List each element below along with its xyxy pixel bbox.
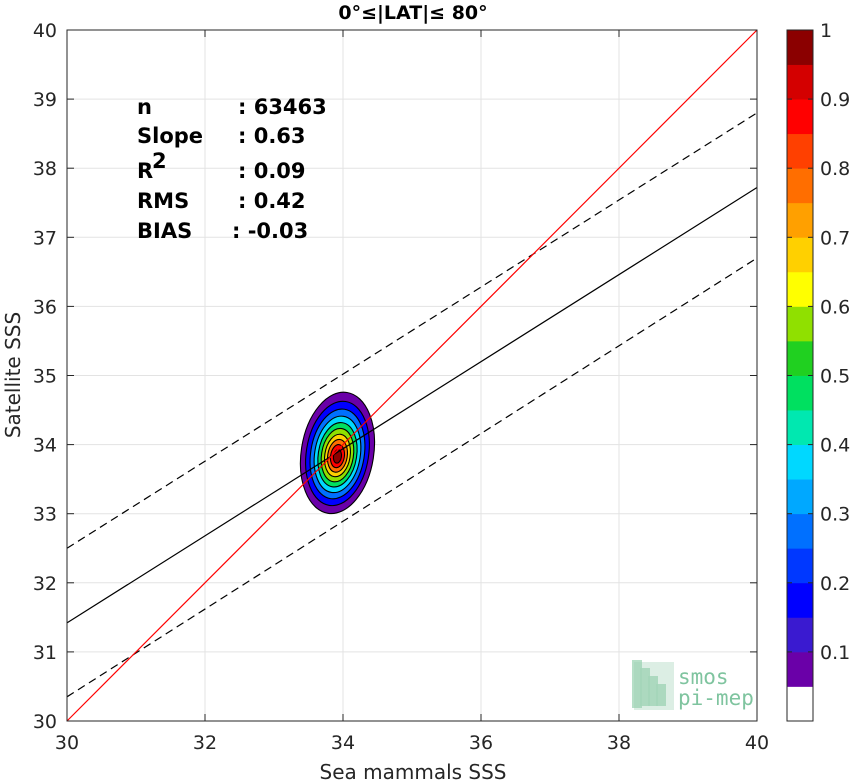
colorbar-segment bbox=[787, 513, 813, 549]
x-axis-label: Sea mammals SSS bbox=[320, 760, 507, 784]
x-tick-label: 30 bbox=[55, 732, 79, 754]
logo-text-line1: smos bbox=[678, 665, 729, 689]
stat-label: R bbox=[137, 159, 153, 183]
colorbar-segment bbox=[787, 444, 813, 480]
stat-label: n bbox=[137, 95, 152, 119]
colorbar-segment bbox=[787, 340, 813, 376]
y-tick-label: 40 bbox=[33, 20, 57, 42]
colorbar-segment bbox=[787, 30, 813, 65]
y-tick-label: 33 bbox=[33, 504, 57, 526]
colorbar: 0.1 0.2 0.3 0.4 0.5 0.6 0.7 0.8 0.9 1 bbox=[786, 20, 850, 722]
y-tick-label: 36 bbox=[33, 296, 57, 318]
colorbar-tick-label: 0.6 bbox=[820, 296, 850, 318]
y-tick-label: 39 bbox=[33, 89, 57, 111]
colorbar-tick-label: 0.3 bbox=[820, 504, 850, 526]
fit-line bbox=[66, 187, 758, 624]
colorbar-segment bbox=[787, 686, 813, 722]
colorbar-segment bbox=[787, 237, 813, 273]
colorbar-segment bbox=[787, 548, 813, 584]
logo-wave-shape bbox=[656, 684, 666, 706]
x-tick-label: 40 bbox=[745, 732, 769, 754]
logo-wave-shape bbox=[632, 660, 642, 708]
y-axis-label: Satellite SSS bbox=[1, 312, 25, 438]
x-tick-label: 36 bbox=[469, 732, 493, 754]
colorbar-segment bbox=[787, 306, 813, 342]
colorbar-tick-label: 0.9 bbox=[820, 89, 850, 111]
stat-label: BIAS bbox=[137, 219, 192, 243]
y-tick-label: 30 bbox=[33, 711, 57, 733]
colorbar-tick-label: 0.5 bbox=[820, 366, 850, 388]
colorbar-segment bbox=[787, 479, 813, 515]
logo-wave-shape bbox=[640, 668, 650, 706]
y-tick-label: 32 bbox=[33, 573, 57, 595]
fit-lower-bound-line bbox=[66, 257, 758, 698]
colorbar-segment bbox=[787, 64, 813, 100]
colorbar-segment bbox=[787, 99, 813, 135]
y-tick-label: 34 bbox=[33, 435, 57, 457]
y-tick-label: 35 bbox=[33, 366, 57, 388]
identity-line bbox=[66, 29, 758, 722]
colorbar-tick-label: 0.2 bbox=[820, 573, 850, 595]
y-tick-label: 37 bbox=[33, 227, 57, 249]
colorbar-segment bbox=[787, 651, 813, 687]
colorbar-tick-label: 1 bbox=[820, 20, 832, 42]
logo-text-line2: pi-mep bbox=[678, 686, 754, 710]
stat-value: : -0.03 bbox=[232, 219, 308, 243]
colorbar-tick-label: 0.4 bbox=[820, 435, 850, 457]
colorbar-tick-label: 0.1 bbox=[820, 642, 850, 664]
regression-lines bbox=[66, 29, 758, 722]
y-tick-label: 31 bbox=[33, 642, 57, 664]
x-tick-label: 32 bbox=[193, 732, 217, 754]
colorbar-tick-label: 0.7 bbox=[820, 227, 850, 249]
stat-value: : 0.63 bbox=[238, 124, 306, 148]
colorbar-segment bbox=[787, 375, 813, 411]
stat-label: Slope bbox=[137, 124, 203, 148]
axes: 30 32 34 36 38 40 30 31 32 33 34 35 36 37 38 39 40 bbox=[33, 20, 769, 754]
stat-value: : 63463 bbox=[238, 95, 327, 119]
stat-label-superscript: 2 bbox=[152, 149, 167, 173]
stats-box: n : 63463 Slope : 0.63 R2 : 0.09 RMS : 0.42 BIAS… bbox=[137, 95, 327, 243]
colorbar-segment bbox=[787, 410, 813, 445]
fit-upper-bound-line bbox=[66, 112, 758, 549]
colorbar-segment bbox=[787, 202, 813, 238]
colorbar-tick-label: 0.8 bbox=[820, 158, 850, 180]
colorbar-segment bbox=[787, 582, 813, 618]
colorbar-segment bbox=[787, 133, 813, 169]
x-tick-label: 34 bbox=[331, 732, 355, 754]
chart-title: 0°≤|LAT|≤ 80° bbox=[338, 2, 487, 24]
colorbar-segment bbox=[787, 617, 813, 653]
y-tick-label: 38 bbox=[33, 158, 57, 180]
colorbar-segment bbox=[787, 168, 813, 204]
x-tick-label: 38 bbox=[607, 732, 631, 754]
logo-wave-shape bbox=[634, 662, 674, 710]
stat-label: RMS bbox=[137, 189, 189, 213]
stat-value: : 0.09 bbox=[238, 159, 306, 183]
colorbar-segment bbox=[787, 271, 813, 307]
logo-wave-shape bbox=[648, 676, 658, 706]
stat-value: : 0.42 bbox=[238, 189, 306, 213]
